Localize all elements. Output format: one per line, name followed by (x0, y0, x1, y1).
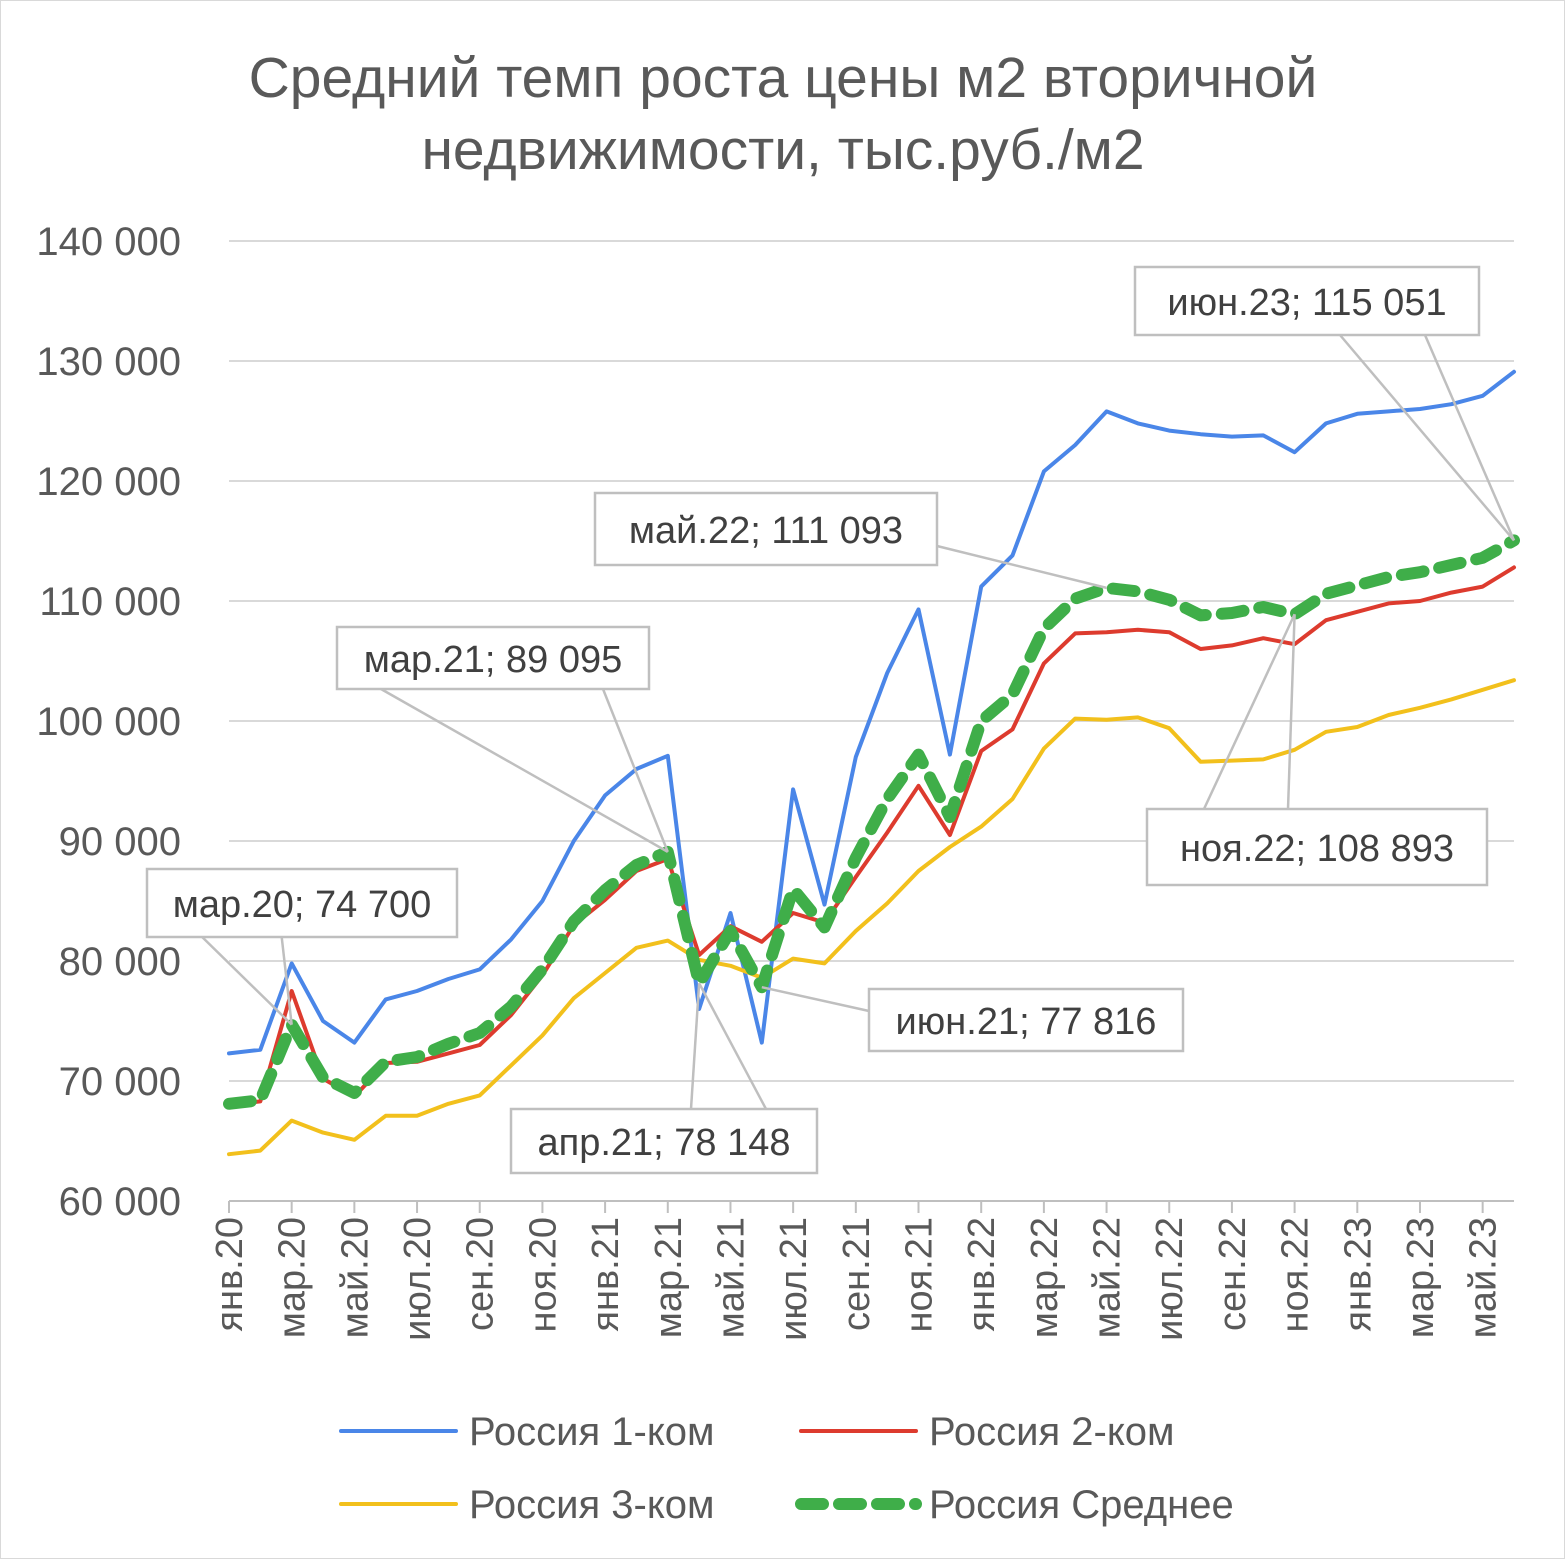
annotation-box (335, 625, 651, 691)
x-tick-label: мар.21 (648, 1217, 690, 1338)
x-tick-label: мар.22 (1024, 1217, 1066, 1338)
annotation-box (1133, 265, 1481, 337)
annotation-label: мар.20; 74 700 (173, 884, 432, 926)
x-tick-label: сен.22 (1212, 1217, 1254, 1331)
annotation-box (509, 1107, 819, 1175)
annotation-box (145, 867, 459, 939)
x-tick-label: ноя.22 (1275, 1217, 1317, 1333)
gridlines (229, 240, 1514, 1202)
annotation-leader (601, 688, 669, 853)
annotation-leader (1423, 334, 1516, 541)
x-tick-label: янв.20 (209, 1217, 251, 1332)
annotation-leader (195, 930, 293, 1026)
annotation-leader (761, 985, 870, 1013)
x-tick-label: июл.20 (397, 1217, 439, 1341)
series-line-4 (223, 534, 1520, 1110)
legend-label: Россия 2-ком (929, 1410, 1175, 1454)
x-tick-label: июл.21 (773, 1217, 815, 1341)
legend-label: Россия Среднее (929, 1483, 1234, 1527)
annotation-box (867, 987, 1185, 1053)
data-annotations: мар.20; 74 700 мар.21; 89 095 апр.21; 78 1… (145, 265, 1516, 1175)
annotation-box (593, 491, 939, 567)
x-tick-label: мар.23 (1400, 1217, 1442, 1338)
chart-title-line-2: недвижимости, тыс.руб./м2 (421, 118, 1144, 182)
annotation-leader (1339, 334, 1515, 542)
y-tick-label: 120 000 (36, 460, 181, 504)
annotation-box (1145, 807, 1489, 887)
x-tick-label: янв.22 (961, 1217, 1003, 1332)
annotation-label: ноя.22; 108 893 (1180, 828, 1454, 870)
series-line-3 (227, 678, 1516, 1157)
annotation-leader (1202, 613, 1296, 810)
annotation-leader (380, 687, 669, 853)
x-tick-label: май.23 (1463, 1217, 1505, 1338)
annotation-label: июн.21; 77 816 (896, 1001, 1157, 1043)
series-line-2 (227, 565, 1516, 1107)
x-tick-label: ноя.20 (522, 1217, 564, 1333)
x-tick-label: ноя.21 (899, 1217, 941, 1333)
annotation-leader (689, 983, 701, 1110)
chart-title-line-1: Средний темп роста цены м2 вторичной (249, 46, 1318, 110)
x-tick-label: янв.21 (585, 1217, 627, 1332)
y-tick-label: 70 000 (59, 1060, 181, 1104)
annotation-label: мар.21; 89 095 (364, 639, 623, 681)
legend: Россия 1-ком Россия 2-ком Россия 3-ком Росс… (339, 1410, 1234, 1527)
x-tick-label: май.21 (710, 1217, 752, 1338)
y-tick-label: 90 000 (59, 820, 181, 864)
annotation-leader (1286, 614, 1296, 810)
annotation-label: апр.21; 78 148 (537, 1122, 790, 1164)
x-tick-label: май.22 (1087, 1217, 1129, 1338)
annotation-leader (698, 982, 768, 1110)
annotation-label: июн.23; 115 051 (1167, 282, 1446, 324)
data-series (223, 369, 1520, 1157)
y-tick-label: 60 000 (59, 1180, 181, 1224)
x-tick-label: май.20 (334, 1217, 376, 1338)
y-tick-label: 140 000 (36, 220, 181, 264)
x-tick-label: янв.23 (1337, 1217, 1379, 1332)
series-line-1 (227, 369, 1516, 1056)
x-tick-label: сен.21 (836, 1217, 878, 1331)
x-axis: янв.20 мар.20 май.20 июл.20 сен.20 ноя.20 янв.… (209, 1201, 1505, 1341)
y-axis: 60 000 70 000 80 000 90 000 100 000 110 000 12… (36, 220, 181, 1224)
chart-title: Средний темп роста цены м2 вторичной нед… (249, 46, 1318, 182)
annotation-leader (936, 544, 1107, 590)
y-tick-label: 80 000 (59, 940, 181, 984)
y-tick-label: 100 000 (36, 700, 181, 744)
y-tick-label: 110 000 (39, 580, 181, 624)
annotation-leader (279, 930, 293, 1025)
legend-label: Россия 1-ком (469, 1410, 715, 1454)
annotation-label: май.22; 111 093 (629, 510, 903, 552)
x-tick-label: сен.20 (460, 1217, 502, 1331)
x-tick-label: июл.22 (1149, 1217, 1191, 1341)
x-tick-label: мар.20 (272, 1217, 314, 1338)
y-tick-label: 130 000 (36, 340, 181, 384)
legend-label: Россия 3-ком (469, 1483, 715, 1527)
